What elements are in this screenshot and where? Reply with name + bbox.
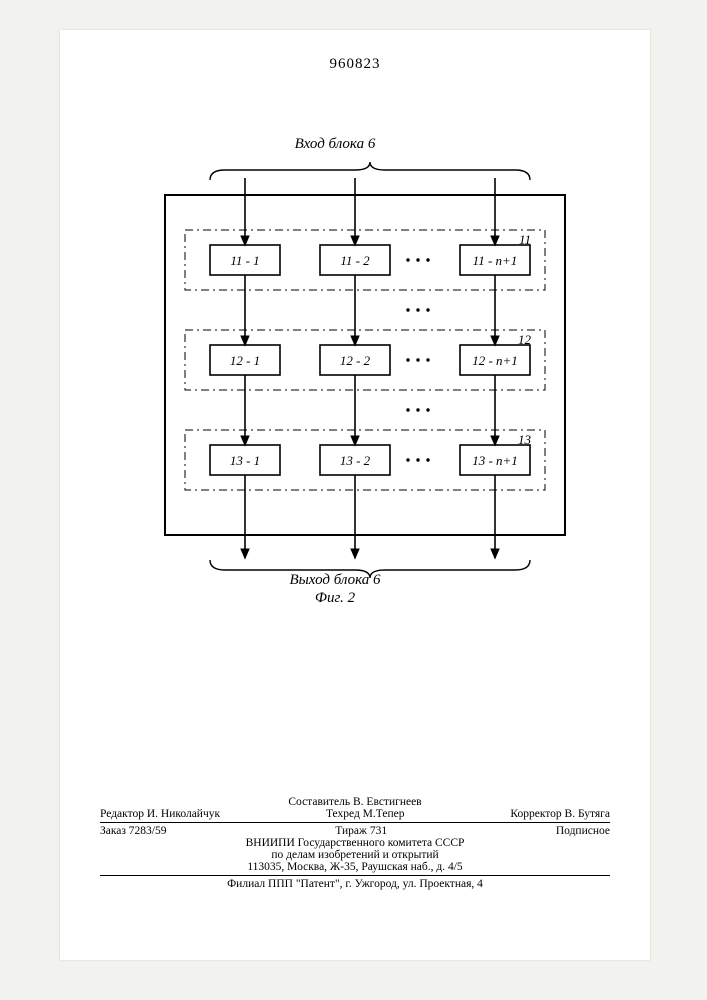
footer-filial: Филиал ППП "Патент", г. Ужгород, ул. Про… bbox=[100, 878, 610, 890]
footer-tirazh: Тираж 731 bbox=[335, 825, 387, 837]
figure-label: Фиг. 2 bbox=[205, 590, 465, 607]
footer-block: Составитель В. Евстигнеев Редактор И. Ни… bbox=[100, 796, 610, 890]
footer-zakaz: Заказ 7283/59 bbox=[100, 825, 167, 837]
cell-label: 12 - n+1 bbox=[472, 353, 518, 368]
doc-number: 960823 bbox=[60, 56, 650, 73]
footer-rule-2 bbox=[100, 875, 610, 876]
footer-rule-1 bbox=[100, 822, 610, 823]
footer-korrector: Корректор В. Бутяга bbox=[510, 808, 610, 820]
footer-sostav: Составитель В. Евстигнеев bbox=[100, 796, 610, 808]
footer-org2: по делам изобретений и открытий bbox=[100, 849, 610, 861]
cell-label: 13 - 1 bbox=[230, 453, 260, 468]
footer-redaktor: Редактор И. Николайчук bbox=[100, 808, 220, 820]
diagram: 1111 - 111 - 211 - n+11212 - 112 - 212 -… bbox=[140, 150, 590, 585]
cell-label: 13 - 2 bbox=[340, 453, 371, 468]
footer-podpisnoe: Подписное bbox=[556, 825, 610, 837]
cell-label: 11 - 2 bbox=[340, 253, 370, 268]
footer-tehred: Техред М.Тепер bbox=[326, 808, 405, 820]
cell-label: 12 - 1 bbox=[230, 353, 260, 368]
diagram-output-label: Выход блока 6 bbox=[205, 572, 465, 589]
footer-org1: ВНИИПИ Государственного комитета СССР bbox=[100, 837, 610, 849]
footer-row-1: Редактор И. Николайчук Техред М.Тепер Ко… bbox=[100, 808, 610, 820]
page: 960823 Вход блока 6 1111 - 111 - 211 - n… bbox=[60, 30, 650, 960]
cell-label: 11 - n+1 bbox=[473, 253, 518, 268]
footer-row-2: Заказ 7283/59 Тираж 731 Подписное bbox=[100, 825, 610, 837]
cell-label: 13 - n+1 bbox=[472, 453, 518, 468]
cell-label: 11 - 1 bbox=[230, 253, 259, 268]
footer-addr1: 113035, Москва, Ж-35, Раушская наб., д. … bbox=[100, 861, 610, 873]
cell-label: 12 - 2 bbox=[340, 353, 371, 368]
diagram-svg: 1111 - 111 - 211 - n+11212 - 112 - 212 -… bbox=[140, 150, 590, 580]
